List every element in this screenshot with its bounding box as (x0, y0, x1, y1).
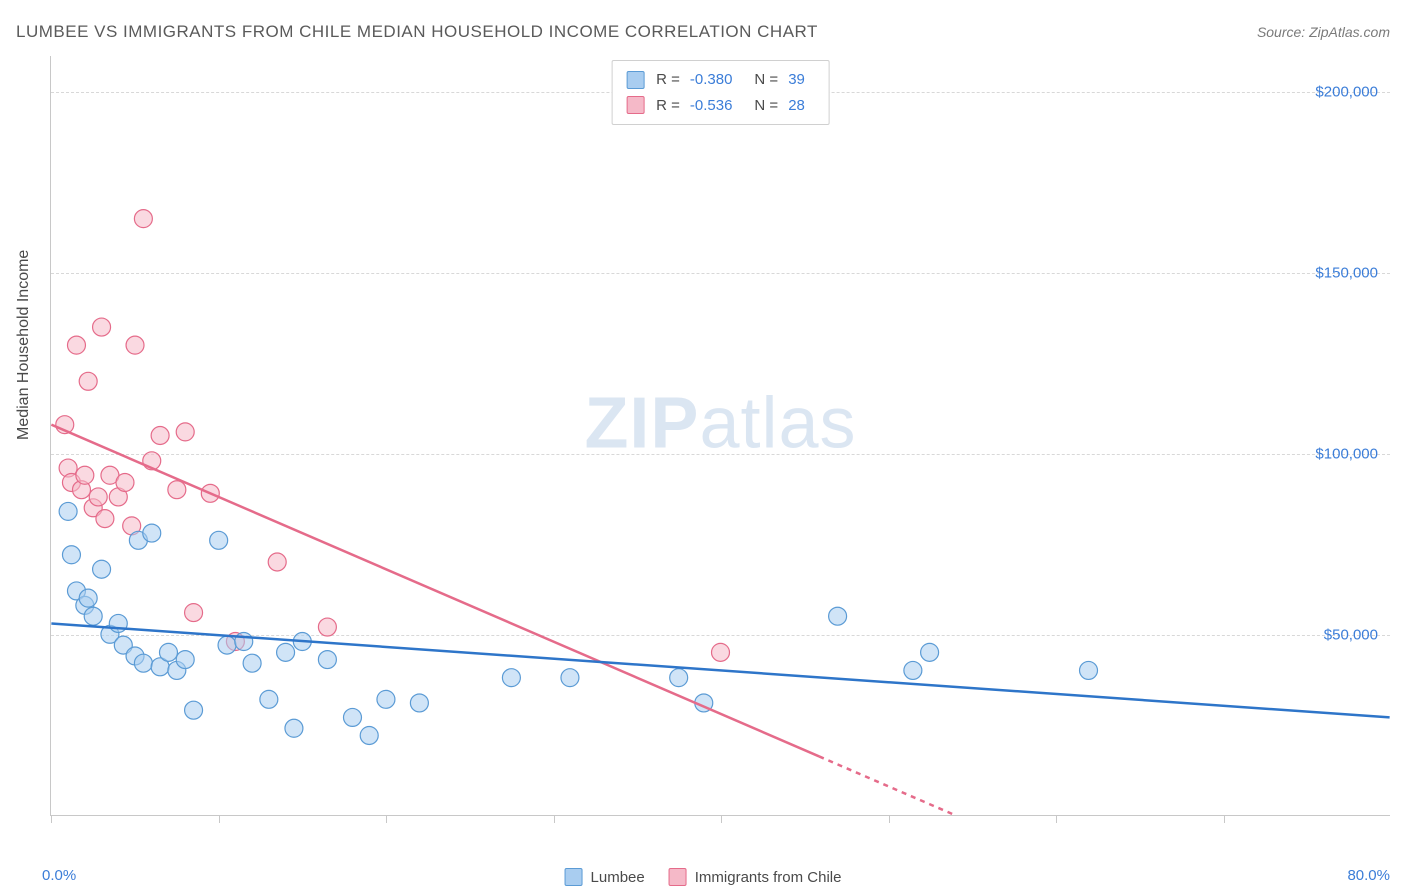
data-point (670, 669, 688, 687)
legend-row-chile: R = -0.536 N = 28 (626, 93, 815, 119)
x-tick (386, 815, 387, 823)
data-point (96, 510, 114, 528)
data-point (159, 643, 177, 661)
data-point (377, 690, 395, 708)
data-point (93, 560, 111, 578)
x-tick (51, 815, 52, 823)
data-point (318, 618, 336, 636)
data-point (502, 669, 520, 687)
data-point (143, 524, 161, 542)
data-point (712, 643, 730, 661)
x-tick (1056, 815, 1057, 823)
data-point (829, 607, 847, 625)
data-point (151, 427, 169, 445)
source-label: Source: ZipAtlas.com (1257, 24, 1390, 40)
data-point (185, 604, 203, 622)
data-point (410, 694, 428, 712)
data-point (89, 488, 107, 506)
data-point (1080, 661, 1098, 679)
chile-n-value: 28 (788, 93, 805, 119)
data-point (176, 651, 194, 669)
data-point (318, 651, 336, 669)
data-point (67, 336, 85, 354)
chile-label: Immigrants from Chile (695, 869, 842, 886)
data-point (343, 708, 361, 726)
x-axis-max: 80.0% (1347, 867, 1390, 884)
data-point (268, 553, 286, 571)
data-point (93, 318, 111, 336)
x-tick (219, 815, 220, 823)
data-point (277, 643, 295, 661)
data-point (126, 336, 144, 354)
data-point (185, 701, 203, 719)
data-point (79, 589, 97, 607)
data-point (210, 531, 228, 549)
data-point (176, 423, 194, 441)
data-point (62, 546, 80, 564)
lumbee-label: Lumbee (591, 869, 645, 886)
legend-item-lumbee: Lumbee (565, 868, 645, 886)
x-axis-min: 0.0% (42, 867, 76, 884)
data-point (84, 607, 102, 625)
data-point (79, 372, 97, 390)
data-point (285, 719, 303, 737)
data-point (260, 690, 278, 708)
trend-line (819, 756, 954, 815)
data-point (76, 466, 94, 484)
data-point (134, 210, 152, 228)
correlation-legend: R = -0.380 N = 39 R = -0.536 N = 28 (611, 60, 830, 125)
x-tick (1224, 815, 1225, 823)
x-tick (721, 815, 722, 823)
chart-title: LUMBEE VS IMMIGRANTS FROM CHILE MEDIAN H… (16, 22, 818, 42)
chile-swatch (626, 96, 644, 114)
legend-item-chile: Immigrants from Chile (669, 868, 842, 886)
trend-line (51, 425, 819, 757)
data-point (904, 661, 922, 679)
legend-row-lumbee: R = -0.380 N = 39 (626, 67, 815, 93)
data-point (243, 654, 261, 672)
lumbee-swatch (626, 71, 644, 89)
scatter-svg (51, 56, 1390, 815)
lumbee-r-value: -0.380 (690, 67, 733, 93)
lumbee-swatch-icon (565, 868, 583, 886)
chile-r-value: -0.536 (690, 93, 733, 119)
data-point (134, 654, 152, 672)
x-tick (554, 815, 555, 823)
data-point (116, 473, 134, 491)
data-point (921, 643, 939, 661)
y-axis-label: Median Household Income (15, 250, 33, 440)
series-legend: Lumbee Immigrants from Chile (565, 868, 842, 886)
data-point (235, 633, 253, 651)
lumbee-n-value: 39 (788, 67, 805, 93)
data-point (360, 726, 378, 744)
data-point (59, 502, 77, 520)
x-tick (889, 815, 890, 823)
chile-swatch-icon (669, 868, 687, 886)
data-point (218, 636, 236, 654)
data-point (168, 481, 186, 499)
data-point (561, 669, 579, 687)
chart-plot-area: ZIPatlas R = -0.380 N = 39 R = -0.536 N … (50, 56, 1390, 816)
